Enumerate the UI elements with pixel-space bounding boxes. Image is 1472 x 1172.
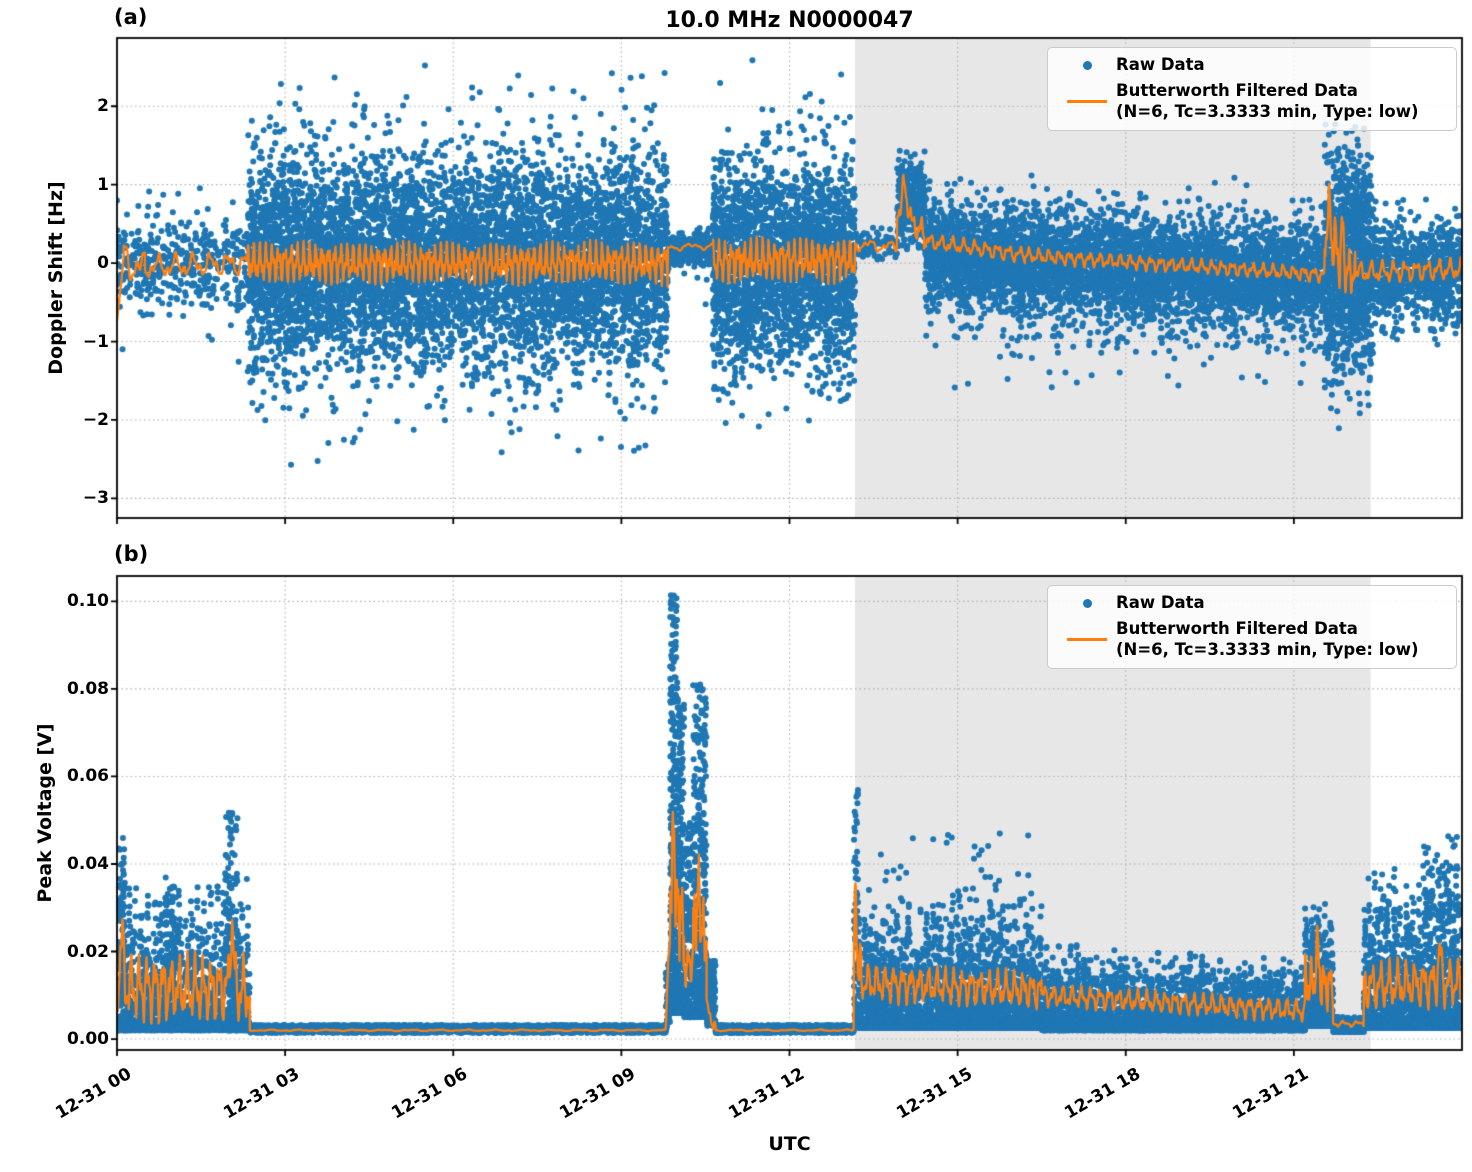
legend-filtered-label-line2: (N=6, Tc=3.3333 min, Type: low) [1116,639,1419,659]
legend-entry-raw: Raw Data [1058,593,1446,614]
y-tick-label: 2 [97,96,109,117]
x-axis-label: UTC [768,1133,811,1155]
raw-data-marker-icon [1058,60,1116,70]
legend-filtered-label-line2: (N=6, Tc=3.3333 min, Type: low) [1116,101,1419,121]
y-tick-label: −3 [82,488,109,509]
y-tick-label: 0.04 [67,853,109,874]
y-tick-label: 0.10 [67,591,109,612]
y-tick-label: −1 [82,331,109,352]
legend-entry-raw: Raw Data [1058,55,1446,76]
legend-panel-a: Raw Data Butterworth Filtered Data (N=6,… [1047,47,1457,132]
legend-entry-filtered: Butterworth Filtered Data (N=6, Tc=3.333… [1058,619,1446,661]
y-axis-label-voltage: Peak Voltage [V] [34,723,56,903]
filtered-line-icon [1058,638,1116,642]
legend-filtered-label: Butterworth Filtered Data (N=6, Tc=3.333… [1116,81,1419,123]
y-tick-label: 0.02 [67,941,109,962]
legend-filtered-label-line1: Butterworth Filtered Data [1116,80,1358,100]
y-tick-label: 0.08 [67,678,109,699]
legend-filtered-label: Butterworth Filtered Data (N=6, Tc=3.333… [1116,619,1419,661]
y-tick-label: −2 [82,409,109,430]
y-tick-label: 0 [97,253,109,274]
y-tick-label: 1 [97,174,109,195]
legend-panel-b: Raw Data Butterworth Filtered Data (N=6,… [1047,585,1457,670]
y-tick-label: 0.06 [67,766,109,787]
legend-entry-filtered: Butterworth Filtered Data (N=6, Tc=3.333… [1058,81,1446,123]
legend-filtered-label-line1: Butterworth Filtered Data [1116,618,1358,638]
panel-a-label: (a) [114,5,148,29]
chart-title: 10.0 MHz N0000047 [665,8,914,33]
panel-b-label: (b) [114,542,149,566]
y-tick-label: 0.00 [67,1029,109,1050]
legend-raw-label: Raw Data [1116,55,1205,74]
raw-data-marker-icon [1058,598,1116,608]
legend-raw-label: Raw Data [1116,593,1205,612]
filtered-line-icon [1058,100,1116,104]
